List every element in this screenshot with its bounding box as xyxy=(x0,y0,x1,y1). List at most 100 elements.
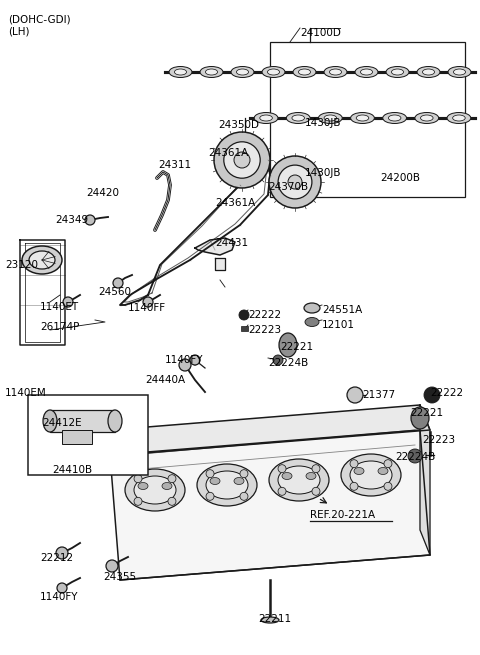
Ellipse shape xyxy=(350,461,392,489)
Ellipse shape xyxy=(293,67,316,77)
Text: 1140ET: 1140ET xyxy=(40,302,79,312)
Ellipse shape xyxy=(262,67,285,77)
Text: 1140FF: 1140FF xyxy=(128,303,166,313)
Ellipse shape xyxy=(260,115,272,121)
Text: 24560: 24560 xyxy=(98,287,131,297)
Text: 22222: 22222 xyxy=(430,388,463,398)
Circle shape xyxy=(56,547,68,559)
Ellipse shape xyxy=(205,69,217,75)
Ellipse shape xyxy=(420,115,433,121)
Ellipse shape xyxy=(261,617,279,623)
Circle shape xyxy=(384,482,392,491)
Ellipse shape xyxy=(324,115,336,121)
Ellipse shape xyxy=(282,472,292,479)
Ellipse shape xyxy=(318,113,342,124)
Ellipse shape xyxy=(200,67,223,77)
Ellipse shape xyxy=(206,471,248,499)
Ellipse shape xyxy=(417,67,440,77)
Ellipse shape xyxy=(350,113,374,124)
Bar xyxy=(62,430,92,444)
Text: 22211: 22211 xyxy=(258,614,291,624)
Circle shape xyxy=(347,387,363,403)
Circle shape xyxy=(134,475,142,483)
Circle shape xyxy=(234,152,250,168)
Text: 22221: 22221 xyxy=(410,408,443,418)
Ellipse shape xyxy=(304,303,320,313)
Ellipse shape xyxy=(234,477,244,485)
Circle shape xyxy=(273,355,283,365)
Circle shape xyxy=(73,460,83,470)
Text: 22222: 22222 xyxy=(248,310,281,320)
Ellipse shape xyxy=(43,410,57,432)
Ellipse shape xyxy=(391,69,404,75)
Polygon shape xyxy=(215,258,225,270)
Ellipse shape xyxy=(169,67,192,77)
Text: 24370B: 24370B xyxy=(268,182,308,192)
Ellipse shape xyxy=(231,67,254,77)
Circle shape xyxy=(206,493,214,500)
Circle shape xyxy=(63,297,73,307)
Circle shape xyxy=(113,278,123,288)
Ellipse shape xyxy=(22,246,62,274)
Ellipse shape xyxy=(415,113,439,124)
Circle shape xyxy=(214,132,270,188)
Ellipse shape xyxy=(360,69,372,75)
Circle shape xyxy=(85,215,95,225)
Ellipse shape xyxy=(386,67,409,77)
Ellipse shape xyxy=(237,69,249,75)
Bar xyxy=(50,410,115,432)
Circle shape xyxy=(288,175,302,189)
Text: 24420: 24420 xyxy=(86,188,119,198)
Ellipse shape xyxy=(305,318,319,326)
Text: 24431: 24431 xyxy=(215,238,248,248)
Circle shape xyxy=(206,470,214,477)
Ellipse shape xyxy=(422,69,434,75)
Ellipse shape xyxy=(306,472,316,479)
Bar xyxy=(241,326,248,331)
Text: 1140FY: 1140FY xyxy=(165,355,204,365)
Text: 24100D: 24100D xyxy=(300,28,341,38)
Ellipse shape xyxy=(356,115,369,121)
Text: 24311: 24311 xyxy=(158,160,191,170)
Ellipse shape xyxy=(378,468,388,474)
Ellipse shape xyxy=(269,459,329,501)
Text: 1140EM: 1140EM xyxy=(5,388,47,398)
Ellipse shape xyxy=(411,407,429,429)
Circle shape xyxy=(278,165,312,199)
Text: 23120: 23120 xyxy=(5,260,38,270)
Ellipse shape xyxy=(299,69,311,75)
Text: 21377: 21377 xyxy=(362,390,395,400)
Ellipse shape xyxy=(354,468,364,474)
Ellipse shape xyxy=(453,115,465,121)
Ellipse shape xyxy=(383,113,407,124)
Bar xyxy=(270,42,465,197)
Polygon shape xyxy=(110,430,430,580)
Circle shape xyxy=(57,583,67,593)
Circle shape xyxy=(168,497,176,505)
Ellipse shape xyxy=(108,410,122,432)
Circle shape xyxy=(239,310,249,320)
Bar xyxy=(28,395,148,475)
Circle shape xyxy=(240,470,248,477)
Circle shape xyxy=(312,464,320,473)
Text: REF.20-221A: REF.20-221A xyxy=(310,510,375,520)
Circle shape xyxy=(224,141,260,178)
Ellipse shape xyxy=(278,466,320,494)
Text: 24349: 24349 xyxy=(55,215,88,225)
Text: 12101: 12101 xyxy=(322,320,355,330)
Text: 24200B: 24200B xyxy=(380,173,420,183)
Text: 22223: 22223 xyxy=(248,325,281,335)
Ellipse shape xyxy=(287,113,310,124)
Ellipse shape xyxy=(197,464,257,506)
Circle shape xyxy=(143,297,153,307)
Circle shape xyxy=(278,464,286,473)
Text: 24551A: 24551A xyxy=(322,305,362,315)
Text: 22212: 22212 xyxy=(40,553,73,563)
Ellipse shape xyxy=(388,115,401,121)
Circle shape xyxy=(408,449,422,463)
Polygon shape xyxy=(110,405,430,455)
Ellipse shape xyxy=(174,69,187,75)
Text: 24361A: 24361A xyxy=(215,198,255,208)
Ellipse shape xyxy=(355,67,378,77)
Circle shape xyxy=(179,359,191,371)
